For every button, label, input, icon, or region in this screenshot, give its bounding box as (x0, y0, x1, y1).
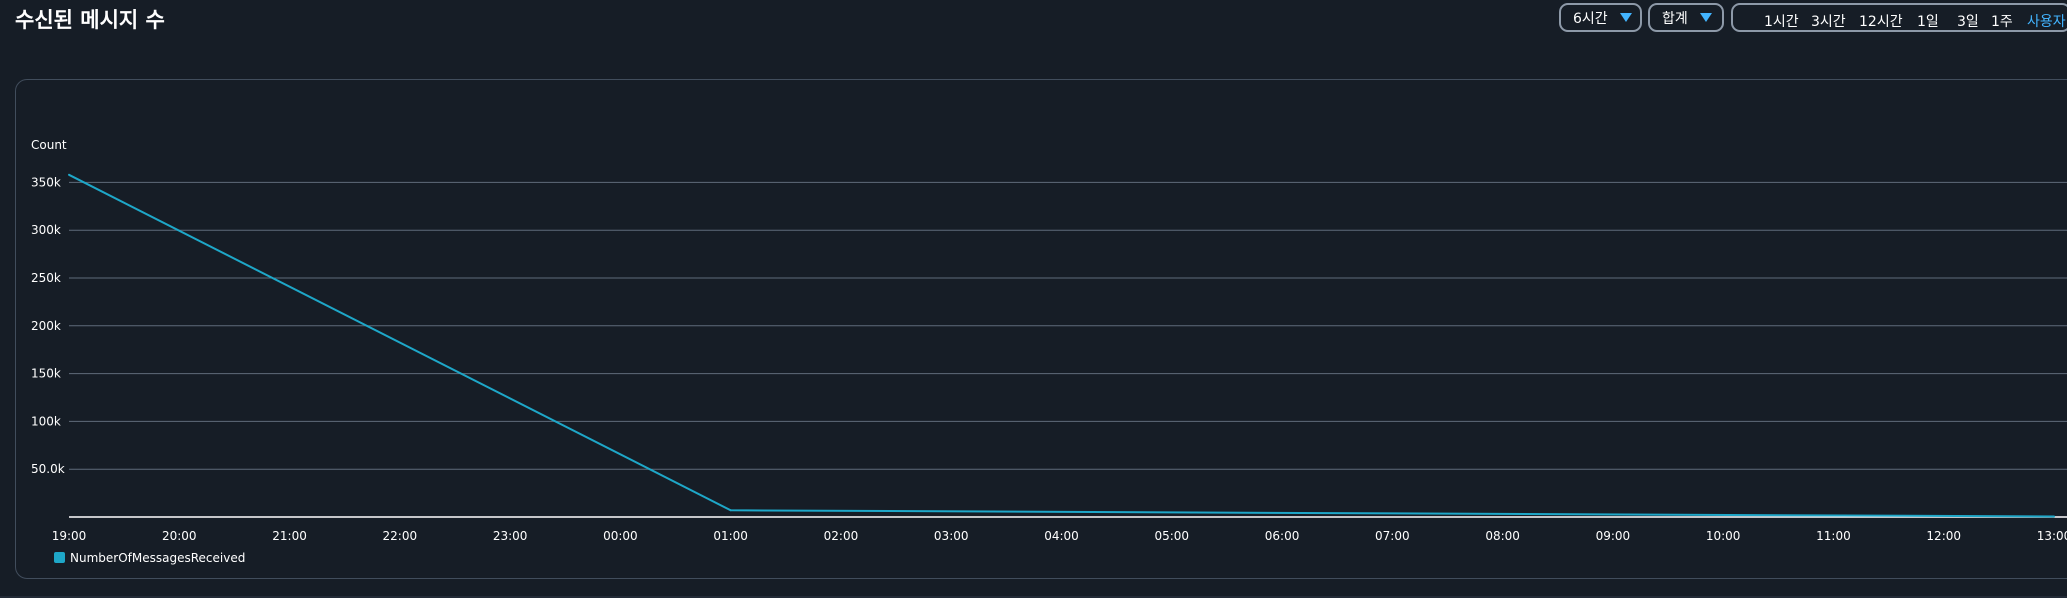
x-tick-label: 07:00 (1375, 529, 1410, 543)
y-tick-label: 300k (31, 223, 61, 237)
y-axis-label: Count (31, 138, 67, 152)
statistic-dropdown[interactable]: 합계 (1648, 3, 1724, 32)
range-custom-button[interactable]: 사용자 (2027, 14, 2066, 30)
x-tick-label: 13:00 (2037, 529, 2067, 543)
y-tick-label: 200k (31, 319, 61, 333)
statistic-dropdown-label: 합계 (1662, 10, 1688, 27)
x-tick-label: 06:00 (1265, 529, 1300, 543)
x-tick-label: 10:00 (1706, 529, 1741, 543)
x-tick-label: 01:00 (713, 529, 748, 543)
x-tick-label: 04:00 (1044, 529, 1079, 543)
x-tick-label: 03:00 (934, 529, 969, 543)
x-tick-label: 20:00 (162, 529, 197, 543)
range-1d-button[interactable]: 1일 (1917, 14, 1939, 30)
y-tick-label: 250k (31, 271, 61, 285)
legend-swatch (54, 552, 65, 563)
x-tick-label: 09:00 (1596, 529, 1631, 543)
range-3h-button[interactable]: 3시간 (1811, 14, 1846, 30)
y-tick-label: 150k (31, 367, 61, 381)
caret-down-icon (1619, 13, 1632, 22)
period-dropdown-label: 6시간 (1573, 10, 1608, 27)
x-tick-label: 02:00 (824, 529, 859, 543)
divider (0, 596, 2067, 598)
y-tick-label: 100k (31, 414, 61, 428)
chart-panel (15, 79, 2067, 579)
range-1w-button[interactable]: 1주 (1991, 14, 2013, 30)
range-1h-button[interactable]: 1시간 (1764, 14, 1799, 30)
x-tick-label: 11:00 (1816, 529, 1851, 543)
period-dropdown[interactable]: 6시간 (1559, 3, 1642, 32)
data-point (68, 173, 70, 176)
x-tick-label: 22:00 (383, 529, 418, 543)
x-tick-label: 12:00 (1926, 529, 1961, 543)
x-tick-label: 23:00 (493, 529, 528, 543)
page-title: 수신된 메시지 수 (15, 8, 165, 32)
x-tick-label: 21:00 (272, 529, 307, 543)
x-tick-label: 08:00 (1485, 529, 1520, 543)
x-tick-label: 05:00 (1154, 529, 1189, 543)
y-tick-label: 50.0k (31, 462, 65, 476)
range-3d-button[interactable]: 3일 (1957, 14, 1979, 30)
x-tick-label: 19:00 (52, 529, 87, 543)
range-12h-button[interactable]: 12시간 (1859, 14, 1903, 30)
y-tick-label: 350k (31, 175, 61, 189)
data-point (729, 509, 732, 512)
data-point (2053, 515, 2055, 518)
series-line (68, 173, 2055, 518)
caret-down-icon (1699, 13, 1712, 22)
legend-label: NumberOfMessagesReceived (70, 551, 245, 565)
time-range-selector: 1시간 3시간 12시간 1일 3일 1주 사용자 (1731, 3, 2067, 32)
x-tick-label: 00:00 (603, 529, 638, 543)
